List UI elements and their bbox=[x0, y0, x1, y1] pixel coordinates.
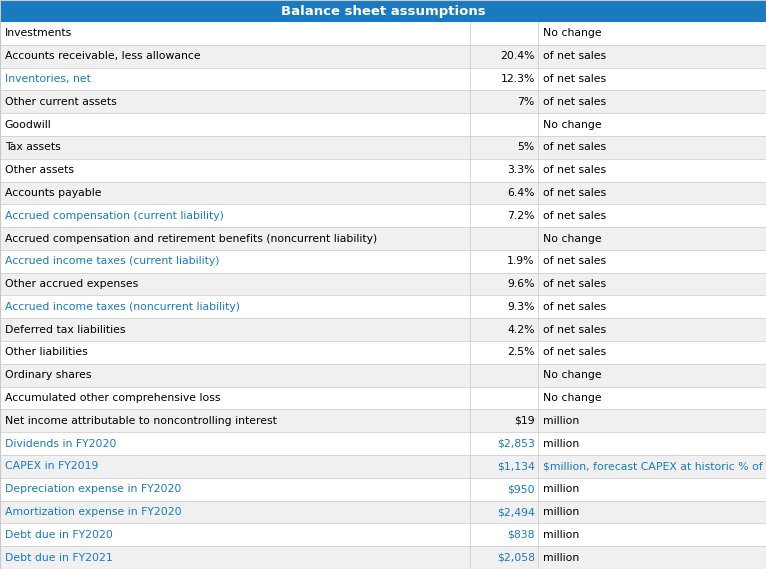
Text: No change: No change bbox=[543, 393, 602, 403]
Bar bbox=[0, 68, 766, 90]
Text: 9.6%: 9.6% bbox=[507, 279, 535, 289]
Bar bbox=[0, 318, 766, 341]
Text: of net sales: of net sales bbox=[543, 51, 606, 61]
Bar bbox=[0, 478, 766, 501]
Text: Other current assets: Other current assets bbox=[5, 97, 116, 107]
Text: 7%: 7% bbox=[517, 97, 535, 107]
Text: CAPEX in FY2019: CAPEX in FY2019 bbox=[5, 461, 98, 472]
Text: million: million bbox=[543, 484, 579, 494]
Text: 7.2%: 7.2% bbox=[507, 211, 535, 221]
Text: Other accrued expenses: Other accrued expenses bbox=[5, 279, 138, 289]
Text: Deferred tax liabilities: Deferred tax liabilities bbox=[5, 325, 125, 335]
Text: Debt due in FY2020: Debt due in FY2020 bbox=[5, 530, 113, 540]
Text: $19: $19 bbox=[514, 416, 535, 426]
Bar bbox=[0, 90, 766, 113]
Text: of net sales: of net sales bbox=[543, 97, 606, 107]
Text: Amortization expense in FY2020: Amortization expense in FY2020 bbox=[5, 507, 182, 517]
Text: of net sales: of net sales bbox=[543, 302, 606, 312]
Text: Dividends in FY2020: Dividends in FY2020 bbox=[5, 439, 116, 448]
Text: Investments: Investments bbox=[5, 28, 72, 38]
Text: Accrued compensation and retirement benefits (noncurrent liability): Accrued compensation and retirement bene… bbox=[5, 233, 377, 244]
Text: Tax assets: Tax assets bbox=[5, 142, 61, 152]
Text: $2,853: $2,853 bbox=[497, 439, 535, 448]
Text: No change: No change bbox=[543, 28, 602, 38]
Text: $million, forecast CAPEX at historic % of net sales: $million, forecast CAPEX at historic % o… bbox=[543, 461, 766, 472]
Text: No change: No change bbox=[543, 370, 602, 380]
Text: million: million bbox=[543, 507, 579, 517]
Bar bbox=[0, 546, 766, 569]
Text: 1.9%: 1.9% bbox=[507, 256, 535, 266]
Text: of net sales: of net sales bbox=[543, 188, 606, 198]
Bar bbox=[0, 410, 766, 432]
Bar bbox=[0, 45, 766, 68]
Bar bbox=[0, 523, 766, 546]
Bar bbox=[0, 455, 766, 478]
Text: Accounts payable: Accounts payable bbox=[5, 188, 101, 198]
Text: of net sales: of net sales bbox=[543, 325, 606, 335]
Bar bbox=[0, 250, 766, 273]
Text: 6.4%: 6.4% bbox=[507, 188, 535, 198]
Text: $2,494: $2,494 bbox=[497, 507, 535, 517]
Text: Goodwill: Goodwill bbox=[5, 119, 51, 130]
Text: Accumulated other comprehensive loss: Accumulated other comprehensive loss bbox=[5, 393, 220, 403]
Bar bbox=[0, 182, 766, 204]
Bar bbox=[0, 204, 766, 227]
Text: of net sales: of net sales bbox=[543, 142, 606, 152]
Text: Accrued income taxes (current liability): Accrued income taxes (current liability) bbox=[5, 256, 219, 266]
Bar bbox=[0, 432, 766, 455]
Bar bbox=[0, 295, 766, 318]
Text: million: million bbox=[543, 439, 579, 448]
Bar bbox=[0, 387, 766, 410]
Bar bbox=[0, 227, 766, 250]
Text: $950: $950 bbox=[507, 484, 535, 494]
Bar bbox=[0, 0, 766, 22]
Text: of net sales: of net sales bbox=[543, 74, 606, 84]
Text: of net sales: of net sales bbox=[543, 211, 606, 221]
Text: 5%: 5% bbox=[517, 142, 535, 152]
Text: Other liabilities: Other liabilities bbox=[5, 348, 87, 357]
Text: $1,134: $1,134 bbox=[497, 461, 535, 472]
Bar bbox=[0, 136, 766, 159]
Text: Accounts receivable, less allowance: Accounts receivable, less allowance bbox=[5, 51, 200, 61]
Text: 2.5%: 2.5% bbox=[507, 348, 535, 357]
Text: Inventories, net: Inventories, net bbox=[5, 74, 90, 84]
Text: of net sales: of net sales bbox=[543, 165, 606, 175]
Bar bbox=[0, 159, 766, 182]
Bar bbox=[0, 501, 766, 523]
Bar bbox=[0, 364, 766, 387]
Text: million: million bbox=[543, 530, 579, 540]
Text: Balance sheet assumptions: Balance sheet assumptions bbox=[280, 5, 486, 18]
Text: 9.3%: 9.3% bbox=[507, 302, 535, 312]
Text: 12.3%: 12.3% bbox=[500, 74, 535, 84]
Text: of net sales: of net sales bbox=[543, 348, 606, 357]
Text: No change: No change bbox=[543, 233, 602, 244]
Text: Other assets: Other assets bbox=[5, 165, 74, 175]
Text: million: million bbox=[543, 552, 579, 563]
Text: Accrued income taxes (noncurrent liability): Accrued income taxes (noncurrent liabili… bbox=[5, 302, 240, 312]
Bar bbox=[0, 22, 766, 45]
Text: 3.3%: 3.3% bbox=[507, 165, 535, 175]
Text: Ordinary shares: Ordinary shares bbox=[5, 370, 91, 380]
Bar bbox=[0, 113, 766, 136]
Text: of net sales: of net sales bbox=[543, 279, 606, 289]
Text: Accrued compensation (current liability): Accrued compensation (current liability) bbox=[5, 211, 224, 221]
Text: $838: $838 bbox=[507, 530, 535, 540]
Text: 20.4%: 20.4% bbox=[500, 51, 535, 61]
Text: $2,058: $2,058 bbox=[496, 552, 535, 563]
Text: of net sales: of net sales bbox=[543, 256, 606, 266]
Text: No change: No change bbox=[543, 119, 602, 130]
Text: million: million bbox=[543, 416, 579, 426]
Text: Net income attributable to noncontrolling interest: Net income attributable to noncontrollin… bbox=[5, 416, 277, 426]
Text: 4.2%: 4.2% bbox=[507, 325, 535, 335]
Bar bbox=[0, 341, 766, 364]
Bar bbox=[0, 273, 766, 295]
Text: Depreciation expense in FY2020: Depreciation expense in FY2020 bbox=[5, 484, 181, 494]
Text: Debt due in FY2021: Debt due in FY2021 bbox=[5, 552, 113, 563]
